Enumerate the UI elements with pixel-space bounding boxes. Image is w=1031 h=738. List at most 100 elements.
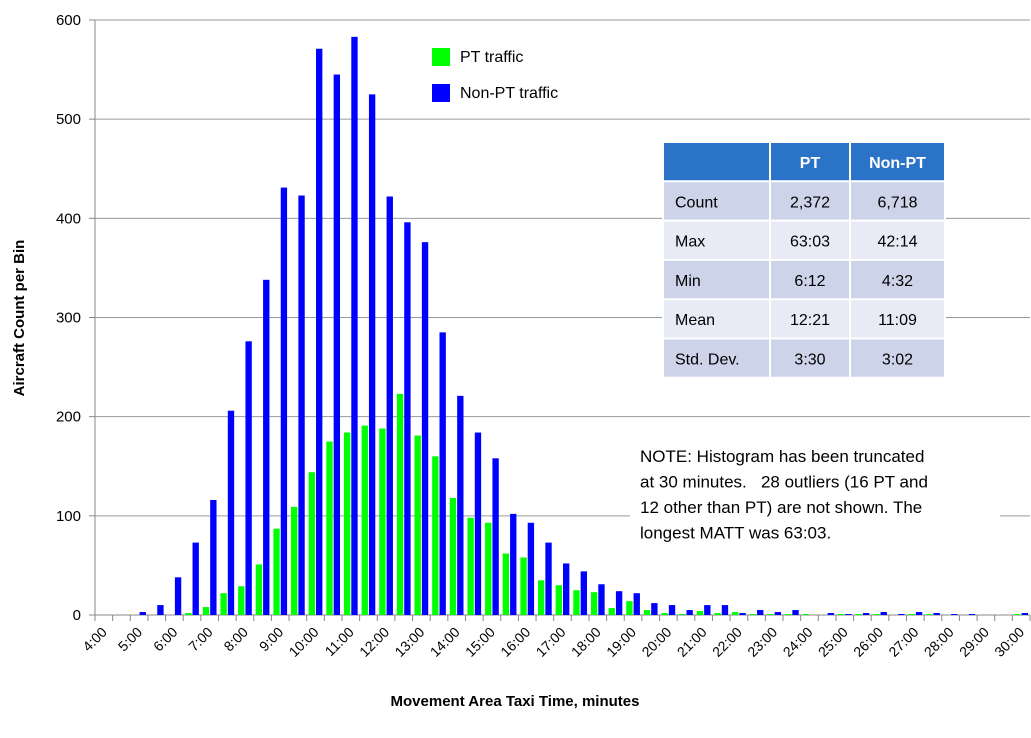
x-tick-label: 11:00	[322, 624, 358, 660]
table-row-label: Count	[675, 194, 718, 211]
x-tick-label: 14:00	[427, 624, 463, 660]
x-tick-label: 7:00	[185, 624, 216, 655]
bar	[555, 585, 562, 615]
legend-swatch	[432, 84, 450, 102]
x-tick-label: 13:00	[391, 624, 427, 660]
bar	[510, 513, 517, 615]
x-tick-label: 8:00	[220, 624, 251, 655]
note-bg	[630, 438, 1000, 588]
bar	[255, 564, 263, 615]
table-cell: 11:09	[878, 312, 917, 329]
table-cell: 4:32	[882, 273, 913, 290]
bar	[280, 187, 288, 615]
bar	[784, 614, 792, 615]
table-cell: 3:02	[882, 352, 913, 369]
table-row-bg	[663, 338, 945, 378]
bar	[573, 590, 580, 615]
bar	[915, 612, 923, 615]
note-text: longest MATT was 63:03.	[640, 524, 831, 543]
bar	[379, 428, 386, 615]
legend-swatch	[432, 48, 450, 66]
bar	[351, 36, 358, 615]
bar	[873, 614, 880, 615]
table-cell: 12:21	[790, 312, 830, 329]
bar	[845, 614, 852, 615]
x-axis-label: Movement Area Taxi Time, minutes	[391, 693, 640, 710]
x-tick-label: 10:00	[286, 624, 322, 660]
bar	[563, 563, 570, 615]
y-tick-label: 400	[56, 210, 81, 227]
x-tick-label: 25:00	[815, 624, 851, 660]
y-tick-label: 0	[73, 607, 81, 624]
x-tick-label: 30:00	[991, 624, 1027, 660]
table-row-bg	[663, 299, 945, 339]
table-header: PT	[800, 155, 821, 172]
bar	[439, 332, 446, 615]
bar	[404, 222, 411, 616]
legend-label: Non-PT traffic	[460, 85, 558, 102]
x-tick-label: 18:00	[568, 624, 604, 660]
bar	[414, 435, 421, 615]
x-tick-label: 4:00	[79, 624, 110, 655]
bar	[898, 614, 905, 615]
bar	[704, 605, 711, 615]
y-tick-label: 300	[56, 310, 81, 327]
bar	[457, 395, 464, 615]
bar	[245, 341, 252, 615]
table-cell: 3:30	[794, 352, 825, 369]
bar	[626, 601, 633, 615]
table-row-label: Max	[675, 234, 705, 251]
bar	[421, 242, 429, 615]
bar	[749, 614, 757, 615]
x-tick-label: 22:00	[709, 624, 745, 660]
bar	[298, 195, 305, 615]
x-tick-label: 23:00	[744, 624, 780, 660]
x-tick-label: 27:00	[885, 624, 921, 660]
bar	[792, 610, 799, 615]
bar	[679, 614, 686, 615]
bar	[474, 432, 482, 615]
bar	[316, 48, 323, 615]
x-tick-label: 9:00	[256, 624, 287, 655]
note-text: 12 other than PT) are not shown. The	[640, 498, 922, 517]
y-tick-label: 200	[56, 409, 81, 426]
bar	[1014, 614, 1021, 615]
bar	[263, 279, 270, 615]
note-text: NOTE: Histogram has been truncated	[640, 447, 924, 466]
bar	[732, 612, 739, 615]
bar	[485, 522, 492, 615]
bar	[827, 613, 834, 615]
note-text: at 30 minutes. 28 outliers (16 PT and	[640, 473, 928, 492]
x-tick-label: 20:00	[638, 624, 674, 660]
x-tick-label: 28:00	[921, 624, 957, 660]
table-cell: 6:12	[794, 273, 825, 290]
bar	[174, 577, 182, 615]
bar	[661, 613, 668, 615]
bar	[343, 432, 351, 615]
bar	[220, 593, 227, 615]
x-tick-label: 12:00	[356, 624, 392, 660]
bar	[545, 542, 552, 615]
x-tick-label: 21:00	[674, 624, 710, 660]
bar	[615, 591, 623, 615]
bar	[721, 605, 729, 615]
bar	[527, 522, 535, 615]
bar	[598, 584, 605, 615]
x-tick-label: 26:00	[850, 624, 886, 660]
bar	[837, 614, 845, 615]
bar	[696, 611, 704, 615]
bar	[449, 497, 457, 615]
bar	[862, 613, 870, 615]
bar	[273, 528, 280, 615]
y-tick-label: 600	[56, 12, 81, 29]
bar	[185, 613, 192, 615]
bar	[802, 614, 809, 615]
stats-table: PT Non-PT Count 2,372 6,718 Max 63:03 42:14 Min 6…	[662, 141, 946, 379]
x-tick-label: 19:00	[603, 624, 639, 660]
bar	[396, 393, 404, 615]
table-row-label: Std. Dev.	[675, 352, 740, 369]
y-tick-label: 500	[56, 111, 81, 128]
table-cell: 42:14	[877, 234, 917, 251]
x-tick-label: 17:00	[533, 624, 569, 660]
